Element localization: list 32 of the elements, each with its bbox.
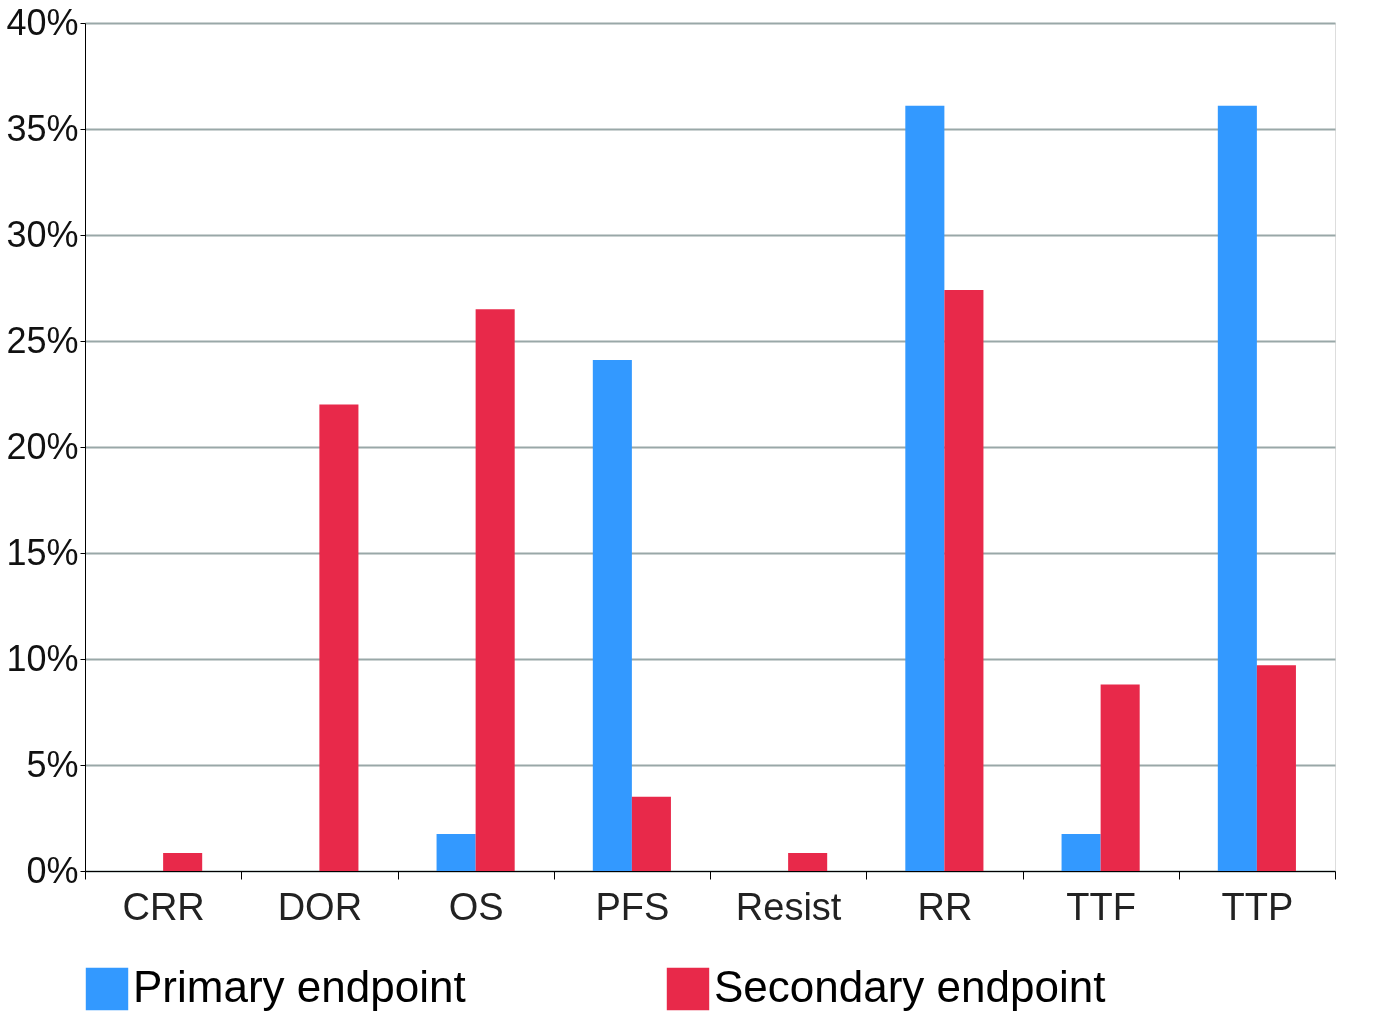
bar: [592, 360, 632, 871]
y-tick-label: 20%: [6, 425, 79, 467]
bar: [631, 796, 671, 871]
x-tick-label: TTF: [1066, 885, 1136, 928]
y-tick-label: 30%: [6, 213, 79, 255]
bar: [1100, 684, 1140, 871]
bar: [944, 290, 984, 871]
y-tick-label: 25%: [6, 319, 79, 361]
x-tick-label: CRR: [122, 885, 205, 928]
bar: [788, 852, 828, 871]
x-tick-label: TTP: [1221, 885, 1294, 928]
x-tick-label: PFS: [595, 885, 670, 928]
y-tick-label: 35%: [6, 107, 79, 149]
y-tick-label: 5%: [26, 743, 79, 785]
bar: [163, 852, 203, 871]
bar: [1061, 833, 1101, 871]
y-tick-label: 0%: [26, 849, 79, 891]
bar: [319, 404, 359, 871]
y-tick-label: 40%: [6, 1, 79, 43]
legend-label: Primary endpoint: [133, 962, 466, 1011]
legend-label: Secondary endpoint: [714, 962, 1106, 1011]
bar: [436, 833, 476, 871]
x-tick-label: Resist: [735, 885, 842, 928]
y-tick-label: 15%: [6, 531, 79, 573]
bar: [1256, 665, 1296, 871]
y-tick-label: 10%: [6, 637, 79, 679]
bar: [475, 309, 515, 871]
bar: [905, 105, 945, 871]
bar: [1217, 105, 1257, 871]
x-tick-label: RR: [917, 885, 973, 928]
x-tick-label: OS: [448, 885, 504, 928]
x-tick-label: DOR: [277, 885, 363, 928]
